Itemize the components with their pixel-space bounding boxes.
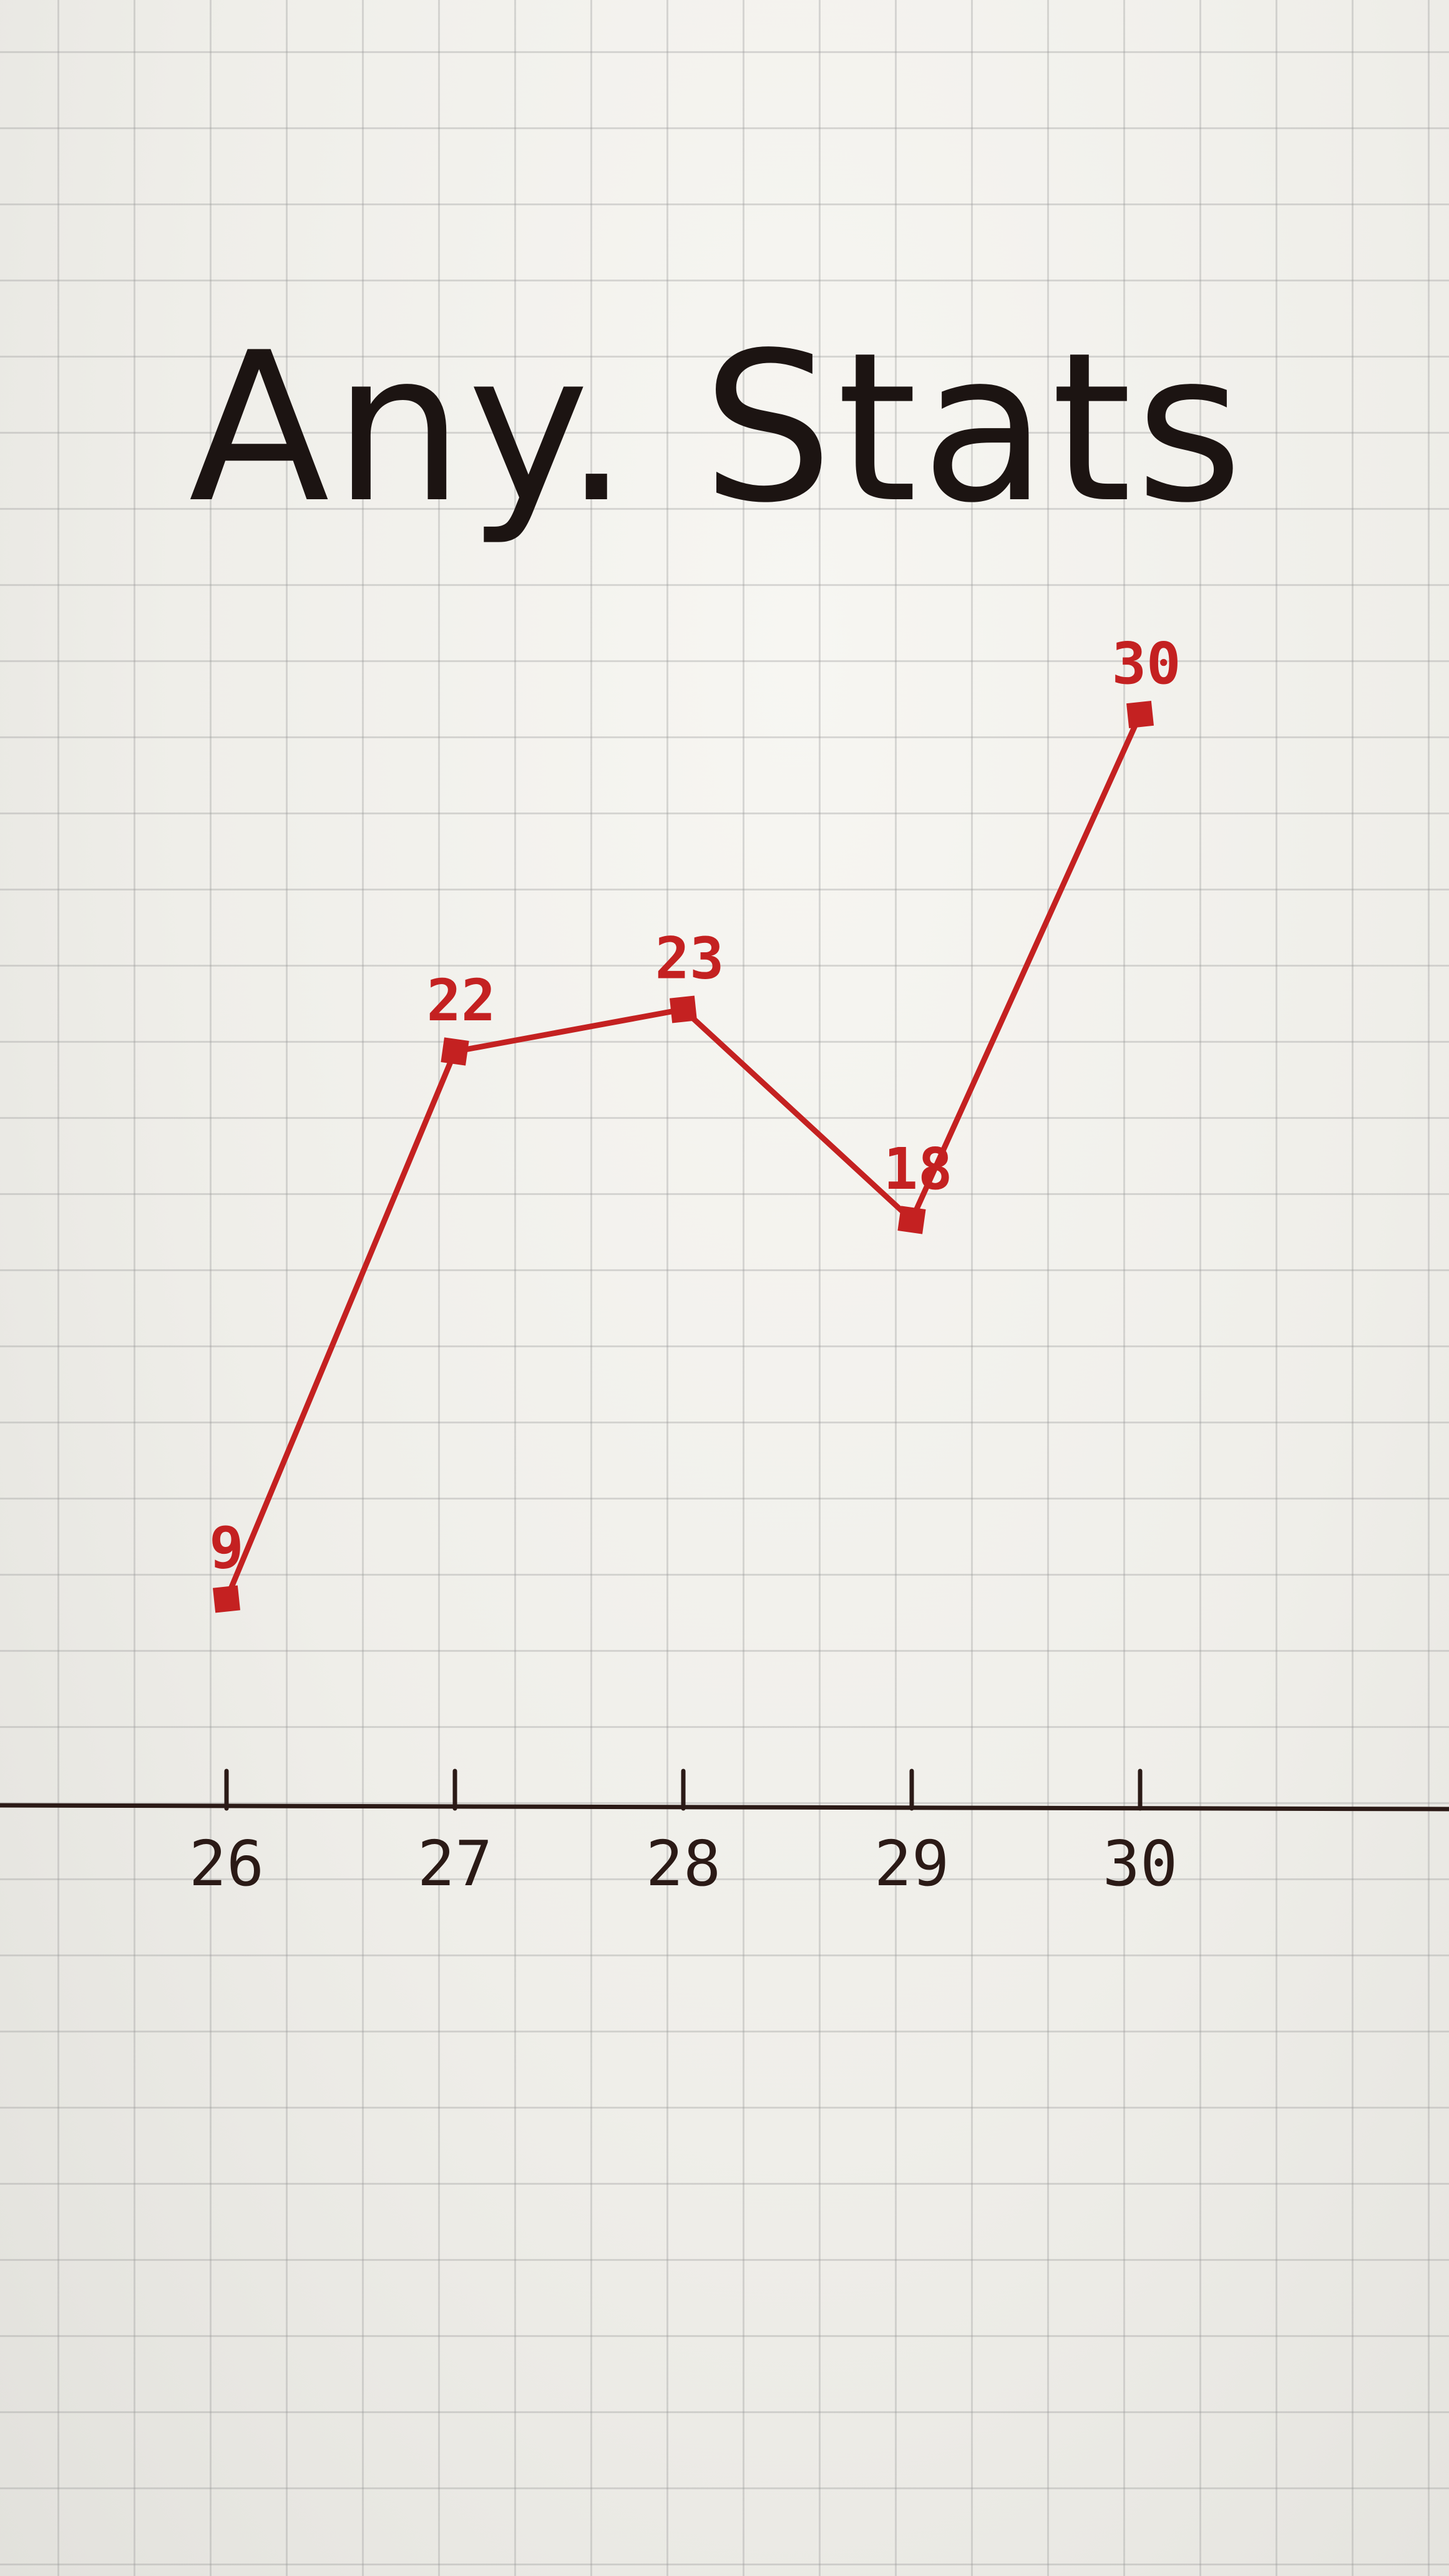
data-value-label: 9 bbox=[209, 1515, 243, 1582]
data-value-label: 30 bbox=[1112, 630, 1181, 697]
data-point-marker bbox=[213, 1585, 240, 1613]
x-tick-label: 26 bbox=[189, 1827, 264, 1900]
data-value-label: 18 bbox=[884, 1136, 953, 1203]
data-labels: 9 22 23 18 30 bbox=[209, 630, 1181, 1582]
x-tick-label: 28 bbox=[646, 1827, 721, 1900]
data-point-marker bbox=[897, 1206, 926, 1234]
chart-title: Any. Stats bbox=[188, 308, 1246, 548]
data-point-marker bbox=[1126, 701, 1154, 728]
x-tick-labels: 26 27 28 29 30 bbox=[189, 1827, 1178, 1900]
x-tick-label: 29 bbox=[874, 1827, 949, 1900]
data-point-marker bbox=[441, 1037, 469, 1066]
x-tick-label: 30 bbox=[1103, 1827, 1178, 1900]
data-value-label: 22 bbox=[427, 967, 496, 1034]
data-markers bbox=[213, 701, 1154, 1613]
data-point-marker bbox=[670, 995, 697, 1023]
x-ticks bbox=[224, 1769, 1143, 1811]
x-tick-label: 27 bbox=[417, 1827, 492, 1900]
data-value-label: 23 bbox=[655, 925, 724, 992]
x-axis-line bbox=[0, 1803, 1449, 1812]
series-line bbox=[223, 711, 1143, 1602]
